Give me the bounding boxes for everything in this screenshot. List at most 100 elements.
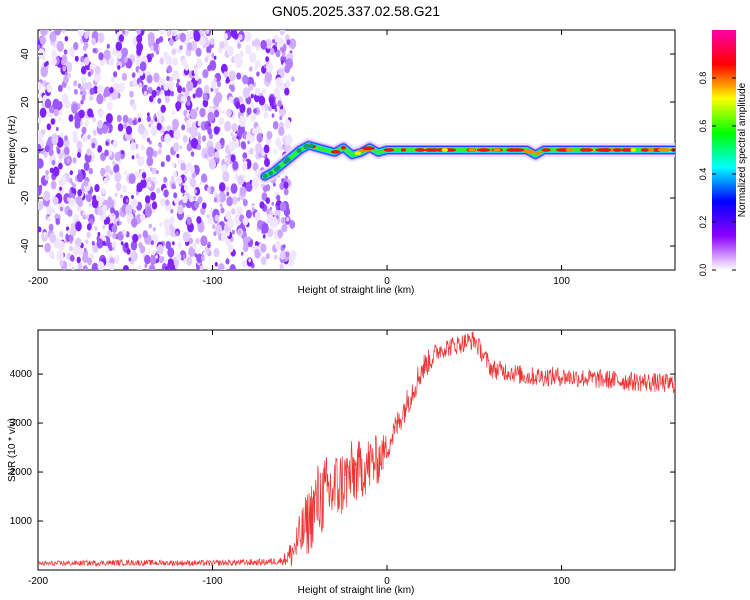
noise-speckle	[104, 165, 111, 174]
noise-speckle	[107, 150, 112, 157]
noise-speckle	[274, 254, 278, 260]
noise-speckle	[86, 223, 92, 231]
noise-speckle	[289, 220, 296, 229]
noise-speckle	[122, 185, 127, 193]
noise-speckle	[105, 141, 109, 146]
noise-speckle	[186, 112, 190, 118]
noise-speckle	[254, 211, 261, 220]
noise-speckle	[166, 30, 172, 37]
noise-speckle	[74, 104, 79, 111]
noise-speckle	[192, 243, 197, 250]
signal-peak	[630, 148, 637, 152]
noise-speckle	[97, 232, 101, 237]
noise-speckle	[131, 195, 134, 199]
noise-speckle	[274, 233, 279, 240]
noise-speckle	[182, 195, 188, 204]
noise-speckle	[85, 192, 93, 203]
noise-speckle	[167, 247, 175, 258]
noise-speckle	[213, 55, 217, 60]
noise-speckle	[147, 181, 152, 188]
noise-speckle	[252, 127, 257, 135]
noise-speckle	[275, 77, 283, 88]
noise-speckle	[43, 232, 47, 237]
noise-speckle	[96, 93, 104, 105]
noise-speckle	[49, 232, 57, 244]
noise-speckle	[186, 256, 193, 266]
noise-speckle	[233, 32, 239, 40]
noise-speckle	[96, 194, 101, 202]
noise-speckle	[151, 168, 157, 175]
noise-speckle	[219, 41, 225, 49]
noise-speckle	[214, 151, 220, 159]
noise-speckle	[266, 208, 271, 215]
noise-speckle	[213, 95, 220, 107]
noise-speckle	[48, 223, 54, 232]
signal-peak	[640, 148, 649, 152]
noise-speckle	[175, 231, 179, 237]
noise-speckle	[167, 258, 174, 269]
noise-speckle	[260, 39, 267, 50]
noise-speckle	[163, 176, 168, 183]
noise-speckle	[67, 85, 71, 90]
noise-speckle	[209, 60, 217, 71]
spectrogram-xlabel: Height of straight line (km)	[298, 285, 415, 296]
noise-speckle	[73, 80, 77, 86]
noise-speckle	[125, 204, 133, 216]
noise-speckle	[141, 172, 147, 179]
noise-speckle	[283, 188, 289, 196]
noise-speckle	[102, 204, 108, 213]
noise-speckle	[230, 154, 236, 163]
noise-speckle	[61, 58, 66, 66]
noise-speckle	[179, 145, 183, 150]
colorbar-tick-label: 0.4	[698, 168, 708, 181]
noise-speckle	[74, 237, 82, 248]
noise-speckle	[91, 262, 99, 270]
noise-speckle	[176, 78, 180, 84]
noise-speckle	[131, 138, 134, 143]
noise-speckle	[180, 95, 185, 102]
noise-speckle	[197, 78, 202, 85]
noise-speckle	[172, 31, 175, 36]
noise-speckle	[188, 237, 194, 245]
noise-speckle	[112, 160, 116, 166]
noise-speckle	[203, 250, 207, 257]
noise-speckle	[179, 32, 186, 43]
noise-speckle	[231, 229, 235, 235]
noise-speckle	[91, 37, 96, 46]
noise-speckle	[69, 189, 72, 194]
noise-speckle	[170, 90, 175, 97]
noise-speckle	[244, 31, 252, 42]
noise-speckle	[49, 167, 54, 174]
noise-speckle	[235, 101, 241, 109]
noise-speckle	[164, 259, 169, 265]
noise-speckle	[281, 217, 286, 224]
noise-speckle	[52, 98, 60, 110]
noise-speckle	[170, 227, 177, 238]
signal-peak	[511, 148, 525, 152]
noise-speckle	[135, 57, 142, 67]
noise-speckle	[88, 167, 93, 175]
noise-speckle	[181, 124, 186, 131]
noise-speckle	[64, 146, 70, 155]
noise-speckle	[69, 235, 74, 242]
noise-speckle	[110, 77, 115, 83]
noise-speckle	[47, 217, 51, 222]
noise-speckle	[265, 38, 272, 49]
noise-speckle	[83, 41, 89, 49]
noise-speckle	[155, 254, 158, 259]
noise-speckle	[44, 144, 50, 153]
noise-speckle	[144, 263, 148, 268]
noise-speckle	[38, 143, 42, 154]
noise-speckle	[284, 87, 290, 96]
snr-ytick-label: 1000	[10, 516, 33, 527]
signal-peak	[535, 151, 542, 155]
noise-speckle	[46, 204, 53, 215]
noise-speckle	[109, 257, 115, 265]
noise-speckle	[60, 206, 63, 212]
noise-speckle	[245, 209, 252, 219]
noise-speckle	[165, 199, 170, 206]
noise-speckle	[194, 253, 198, 258]
noise-speckle	[54, 30, 62, 36]
noise-speckle	[194, 73, 199, 81]
noise-speckle	[116, 220, 121, 226]
